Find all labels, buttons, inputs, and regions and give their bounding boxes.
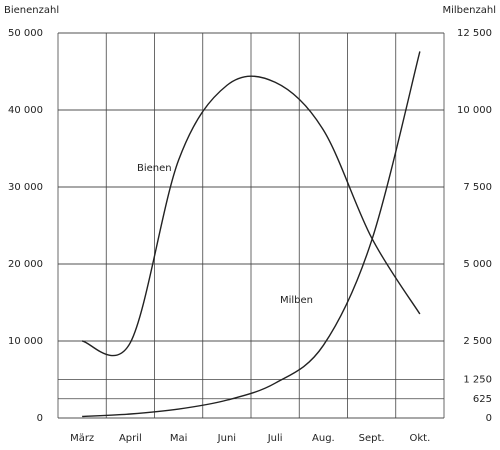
y-tick-label: 0 bbox=[37, 413, 43, 424]
series-line bbox=[81, 75, 421, 357]
y-tick-label: 40 000 bbox=[8, 105, 43, 116]
x-tick-label: Mai bbox=[170, 433, 188, 444]
x-tick-label: März bbox=[70, 433, 94, 444]
y2-tick-label: 2 500 bbox=[463, 336, 492, 347]
y-tick-label: 10 000 bbox=[8, 336, 43, 347]
y-tick-label: 20 000 bbox=[8, 259, 43, 270]
x-tick-label: Okt. bbox=[409, 433, 430, 444]
x-tick-label: Sept. bbox=[359, 433, 385, 444]
y2-tick-label: 625 bbox=[473, 394, 492, 405]
y2-tick-label: 1 250 bbox=[463, 375, 492, 386]
x-tick-label: Juni bbox=[217, 433, 236, 444]
series-label: Bienen bbox=[137, 163, 172, 174]
y2-tick-label: 0 bbox=[486, 413, 492, 424]
y2-tick-label: 5 000 bbox=[463, 259, 492, 270]
x-tick-label: Aug. bbox=[312, 433, 335, 444]
series-label: Milben bbox=[280, 295, 313, 306]
x-tick-label: April bbox=[119, 433, 142, 444]
y-tick-label: 50 000 bbox=[8, 28, 43, 39]
y-tick-label: 30 000 bbox=[8, 182, 43, 193]
y2-tick-label: 10 000 bbox=[457, 105, 492, 116]
y2-tick-label: 7 500 bbox=[463, 182, 492, 193]
y2-tick-label: 12 500 bbox=[457, 28, 492, 39]
y-axis-title: Bienenzahl bbox=[4, 5, 59, 16]
y2-axis-title: Milbenzahl bbox=[442, 5, 496, 16]
series-line bbox=[82, 51, 421, 418]
x-tick-label: Juli bbox=[267, 433, 283, 444]
